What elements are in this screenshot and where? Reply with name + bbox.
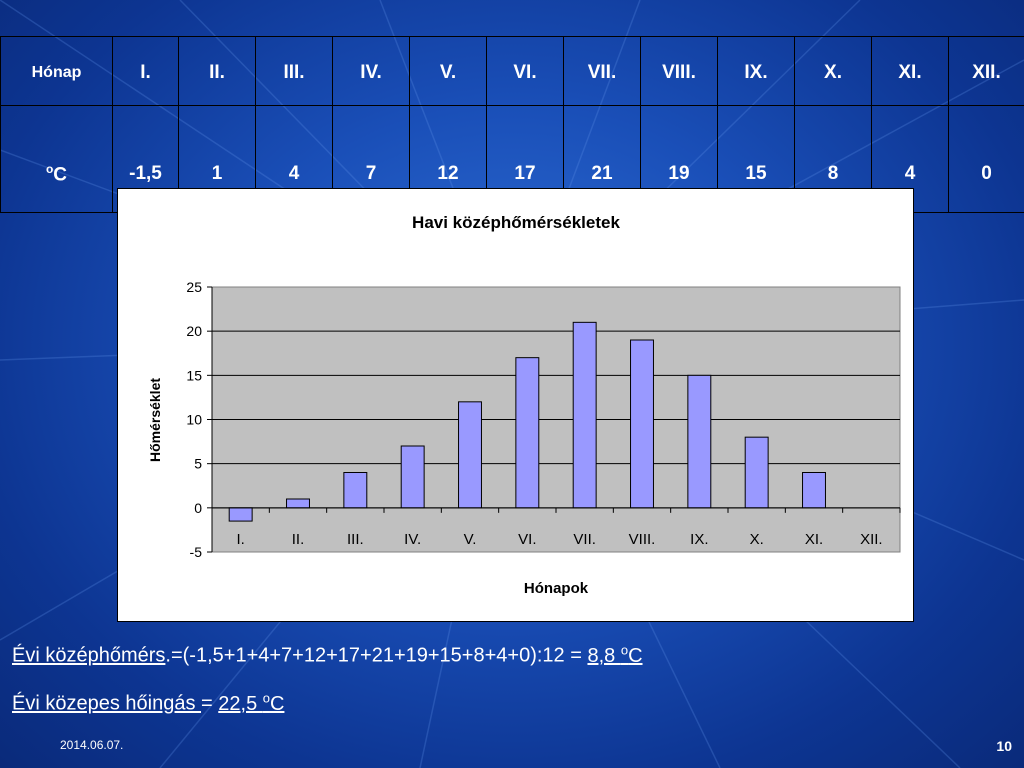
month-cell: IX. xyxy=(717,36,795,106)
temperature-row-label: oC xyxy=(0,105,113,213)
chart-area: Havi középhőmérsékletek -5 0 5 10 15 20 25 I. I… xyxy=(117,188,914,622)
x-tick-label: VI. xyxy=(518,531,536,548)
bar xyxy=(802,472,826,509)
annual-range-result: 22,5 oC xyxy=(218,690,285,715)
x-tick-label: VII. xyxy=(573,531,596,548)
x-axis-ticks: I. II. III. IV. V. VI. VII. VIII. IX. X. XI. XII. xyxy=(211,507,901,548)
celsius-unit: C xyxy=(53,164,68,186)
annual-range-eq: = xyxy=(201,692,219,715)
month-cell: I. xyxy=(112,36,179,106)
month-cell: XI. xyxy=(871,36,949,106)
x-tick-label: III. xyxy=(347,531,364,548)
annual-mean-line: Évi középhőmérs.=(-1,5+1+4+7+12+17+21+19… xyxy=(12,642,643,668)
bar xyxy=(687,374,712,509)
y-tick-label: 25 xyxy=(186,279,202,295)
month-cell: II. xyxy=(178,36,256,106)
degree-sup: o xyxy=(45,161,54,176)
annual-range-line: Évi közepes hőingás = 22,5 oC xyxy=(12,690,284,716)
degree-sup: o xyxy=(262,690,270,705)
month-cell: VIII. xyxy=(640,36,718,106)
bar xyxy=(630,339,654,509)
chart-title: Havi középhőmérsékletek xyxy=(412,213,620,232)
bar xyxy=(400,445,425,509)
x-tick-label: II. xyxy=(292,531,305,548)
bar xyxy=(572,321,597,509)
bar xyxy=(458,401,482,509)
month-cell: III. xyxy=(255,36,333,106)
y-tick-label: 15 xyxy=(186,367,202,383)
x-tick-label: X. xyxy=(750,531,764,548)
x-tick-label: IX. xyxy=(690,531,708,548)
x-tick-label: I. xyxy=(236,531,244,548)
temperature-cell: 0 xyxy=(948,105,1024,213)
annual-mean-result: 8,8 oC xyxy=(587,642,643,667)
bar xyxy=(228,507,253,522)
x-tick-label: VIII. xyxy=(629,531,656,548)
month-cell: XII. xyxy=(948,36,1024,106)
y-axis-ticks: -5 0 5 10 15 20 25 xyxy=(186,279,213,560)
x-tick-label: V. xyxy=(464,531,477,548)
annual-range-label: Évi közepes hőingás xyxy=(12,692,202,715)
celsius-unit: C xyxy=(628,644,643,667)
y-axis-label: Hőmérséklet xyxy=(147,378,163,462)
month-cell: IV. xyxy=(332,36,410,106)
annual-range-value: 22,5 xyxy=(218,692,263,715)
y-tick-label: 20 xyxy=(186,323,202,339)
annual-mean-label: Évi középhőmérs xyxy=(12,644,166,667)
annual-mean-formula: .=(-1,5+1+4+7+12+17+21+19+15+8+4+0):12 = xyxy=(165,644,588,667)
x-tick-label: XI. xyxy=(805,531,823,548)
annual-mean-value: 8,8 xyxy=(587,644,621,667)
footer-date: 2014.06.07. xyxy=(60,738,124,752)
month-cell: VII. xyxy=(563,36,641,106)
bar xyxy=(343,472,368,509)
month-cell: X. xyxy=(794,36,872,106)
monthly-temperature-table: Hónap I. II. III. IV. V. VI. VII. VIII. … xyxy=(0,36,1024,213)
x-tick-label: XII. xyxy=(860,531,883,548)
bar xyxy=(744,436,769,509)
bar xyxy=(286,498,310,509)
month-cell: VI. xyxy=(486,36,564,106)
y-tick-label: 5 xyxy=(194,456,202,472)
x-tick-label: IV. xyxy=(404,531,421,548)
month-row: Hónap I. II. III. IV. V. VI. VII. VIII. … xyxy=(0,36,1024,106)
month-row-label: Hónap xyxy=(0,36,113,106)
degree-sup: o xyxy=(620,642,629,657)
month-cell: V. xyxy=(409,36,487,106)
y-tick-label: 0 xyxy=(194,500,202,516)
celsius-unit: C xyxy=(269,692,285,715)
y-tick-label: -5 xyxy=(190,544,203,560)
bar xyxy=(515,357,540,509)
y-tick-label: 10 xyxy=(186,412,202,428)
page-number: 10 xyxy=(996,738,1012,754)
x-axis-label: Hónapok xyxy=(524,580,589,597)
